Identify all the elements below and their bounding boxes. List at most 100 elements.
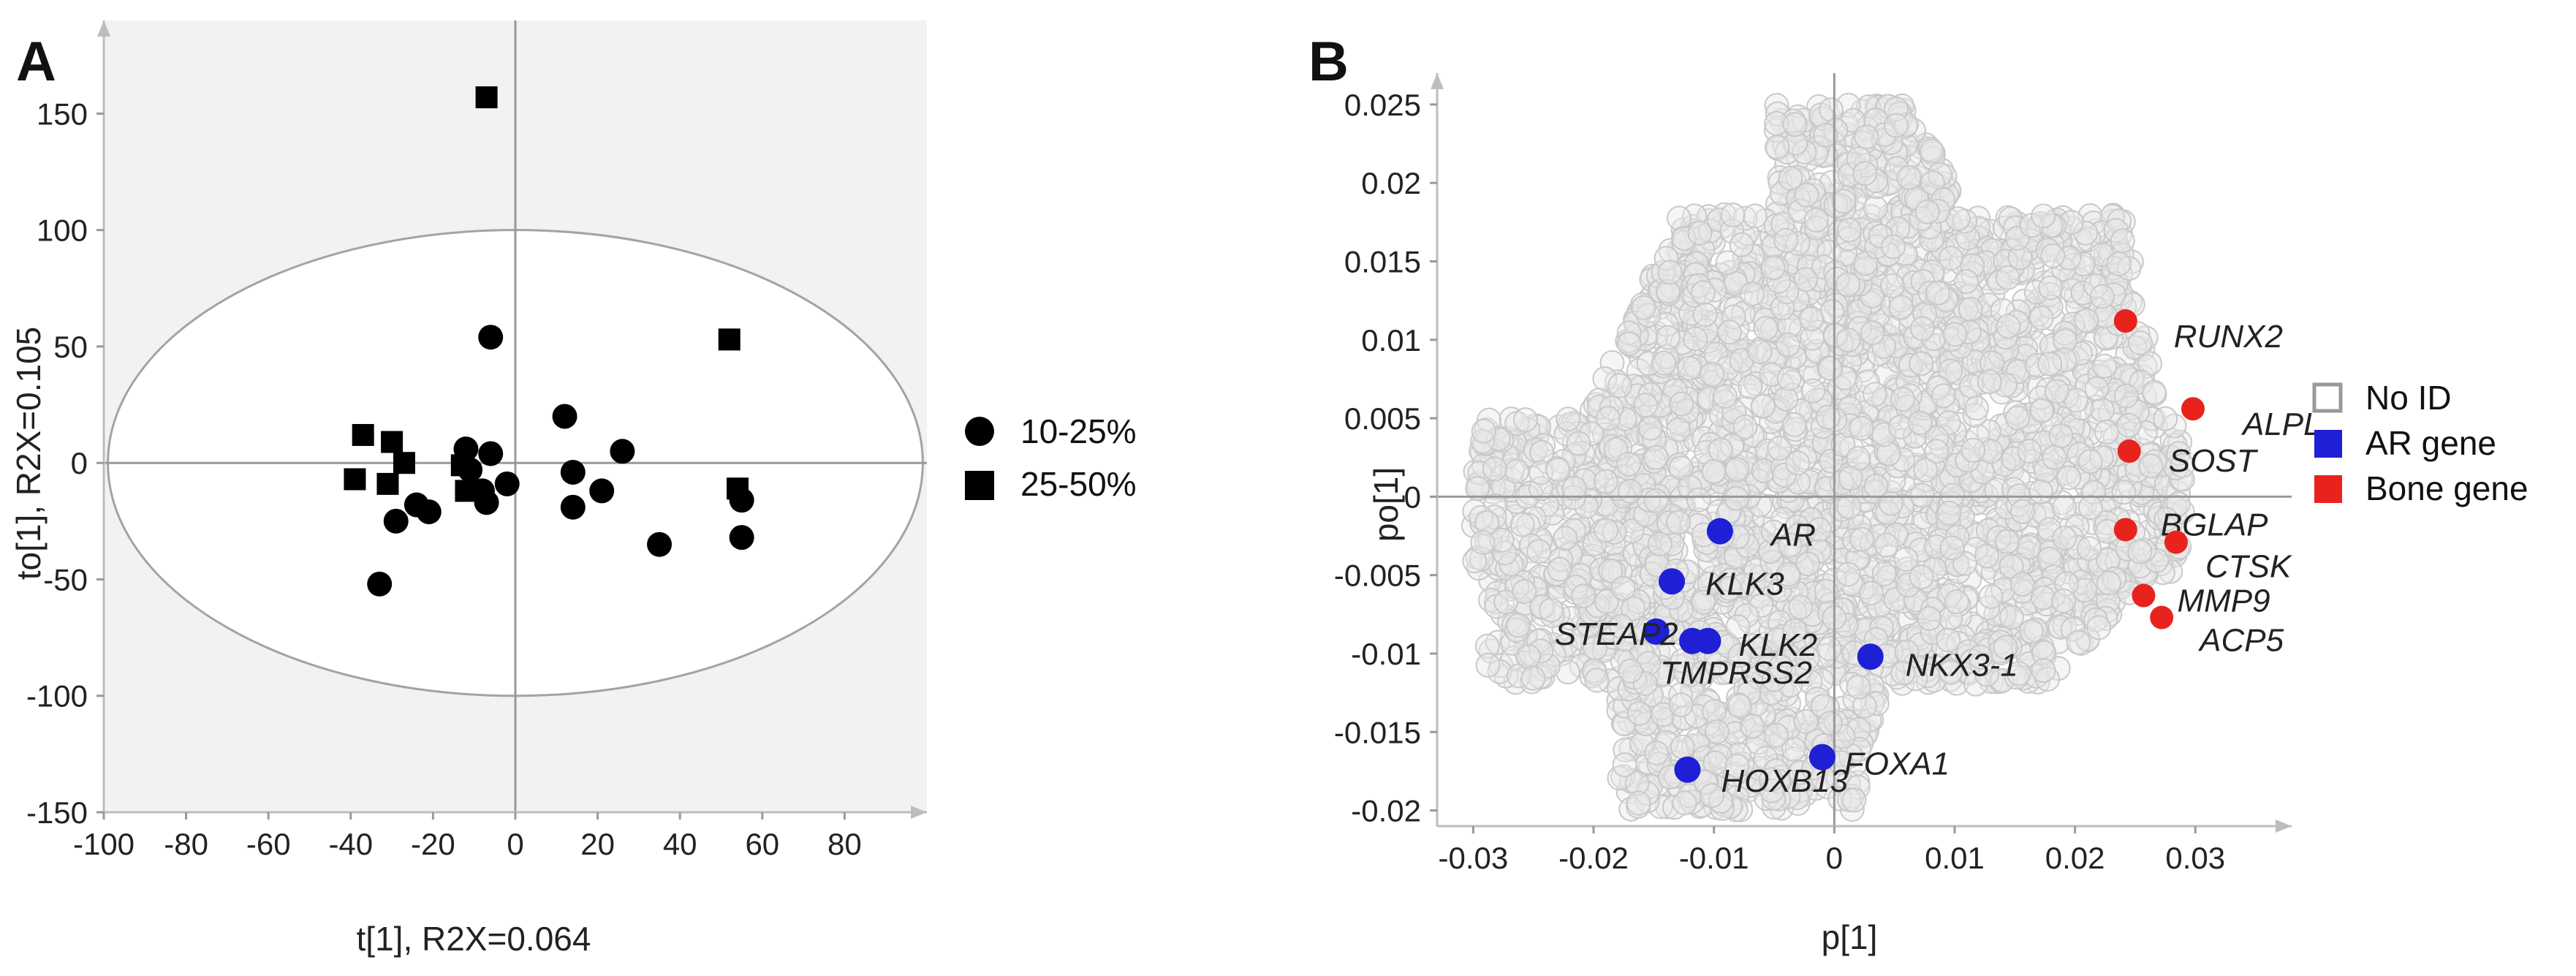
- point-10-25: [729, 525, 754, 551]
- ar-gene-point: [1674, 756, 1701, 783]
- no-id-point: [1553, 526, 1578, 551]
- no-id-point: [1701, 458, 1727, 484]
- no-id-point: [1753, 316, 1778, 341]
- point-10-25: [494, 471, 520, 496]
- no-id-point: [1961, 437, 1986, 463]
- legend-square-marker: [965, 471, 994, 500]
- no-id-point: [1781, 412, 1807, 437]
- no-id-point: [1931, 383, 1956, 409]
- no-id-point: [1863, 195, 1888, 221]
- no-id-point: [1638, 415, 1663, 441]
- no-id-point: [1995, 265, 2020, 290]
- point-25-50: [475, 86, 498, 109]
- no-id-point: [2116, 412, 2142, 438]
- bone-gene-label: ACP5: [2197, 623, 2284, 659]
- no-id-point: [1936, 500, 1962, 526]
- y-tick-label: -0.02: [1351, 794, 1421, 828]
- x-tick-label: -40: [328, 827, 373, 861]
- x-tick-label: 60: [745, 827, 779, 861]
- no-id-point: [2044, 379, 2069, 404]
- no-id-point: [1770, 506, 1795, 531]
- y-tick-label: -100: [26, 679, 88, 714]
- point-10-25: [367, 571, 393, 597]
- x-tick-label: -80: [164, 827, 208, 861]
- legend-bone-gene-label: Bone gene: [2365, 469, 2528, 507]
- ar-gene-label: HOXB13: [1721, 763, 1848, 799]
- no-id-point: [2056, 465, 2082, 491]
- no-id-point: [1651, 350, 1677, 376]
- no-id-point: [1666, 417, 1692, 442]
- no-id-point: [2080, 211, 2106, 235]
- x-tick-label: 0.03: [2165, 841, 2225, 875]
- no-id-point: [1644, 741, 1670, 765]
- x-tick-label: 0.01: [1925, 841, 1985, 875]
- no-id-point: [1803, 208, 1829, 233]
- y-tick-label: 50: [53, 330, 88, 364]
- x-axis-arrow: [2276, 820, 2292, 833]
- no-id-point: [1612, 752, 1637, 778]
- bone-gene-label: SOST: [2169, 443, 2259, 479]
- no-id-point: [1819, 299, 1845, 325]
- point-25-50: [381, 431, 404, 453]
- no-id-point: [1964, 396, 1989, 421]
- ar-gene-label: STEAP2: [1555, 616, 1678, 652]
- no-id-point: [2038, 275, 2064, 300]
- no-id-point: [1740, 714, 1765, 739]
- no-id-point: [1852, 161, 1878, 186]
- no-id-point: [2016, 534, 2042, 560]
- no-id-point: [1854, 124, 1879, 150]
- no-id-point: [2074, 308, 2099, 333]
- no-id-point: [1765, 135, 1790, 160]
- no-id-point: [1978, 584, 2004, 609]
- x-tick-label: 0: [507, 827, 523, 861]
- no-id-point: [1513, 407, 1538, 433]
- legend-no-id-swatch: [2312, 382, 2343, 413]
- no-id-point: [2127, 330, 2153, 355]
- point-25-50: [455, 480, 477, 502]
- no-id-point: [2086, 615, 2112, 640]
- no-id-point: [2111, 480, 2137, 505]
- no-id-point: [1571, 583, 1596, 609]
- x-tick-label: 40: [663, 827, 697, 861]
- no-id-point: [2094, 419, 2119, 445]
- panel-b-x-axis-label: p[1]: [1822, 918, 1878, 956]
- panel-b-y-axis-label: po[1]: [1367, 467, 1405, 542]
- bone-gene-point: [2150, 605, 2174, 629]
- point-25-50: [393, 452, 415, 474]
- no-id-point: [1700, 361, 1725, 387]
- bone-gene-point: [2164, 530, 2188, 554]
- ar-gene-label: FOXA1: [1844, 746, 1950, 782]
- no-id-point: [1924, 439, 1950, 464]
- y-tick-label: 0.01: [1361, 323, 1421, 358]
- no-id-point: [1739, 281, 1765, 307]
- no-id-point: [1773, 386, 1798, 412]
- y-tick-label: 0.02: [1361, 166, 1421, 200]
- panel-a-x-axis-label: t[1], R2X=0.064: [357, 920, 591, 958]
- no-id-point: [1593, 469, 1618, 494]
- no-id-point: [1668, 692, 1694, 718]
- point-10-25: [383, 508, 409, 534]
- no-id-point: [1631, 295, 1656, 320]
- no-id-point: [2015, 591, 2040, 616]
- no-id-point: [1883, 113, 1909, 138]
- no-id-point: [2030, 585, 2056, 610]
- no-id-point: [2077, 449, 2103, 474]
- point-10-25: [478, 441, 504, 466]
- no-id-point: [1626, 700, 1652, 726]
- y-tick-label: -0.01: [1351, 637, 1421, 671]
- no-id-point: [1836, 561, 1861, 587]
- no-id-point: [1470, 529, 1496, 555]
- no-id-point: [2153, 406, 2178, 431]
- y-tick-label: -0.015: [1334, 715, 1421, 749]
- point-25-50: [344, 468, 366, 491]
- point-10-25: [416, 499, 442, 525]
- no-id-point: [1504, 458, 1529, 484]
- y-axis-arrow: [97, 20, 110, 37]
- no-id-point: [1471, 418, 1496, 444]
- no-id-point: [1610, 575, 1636, 601]
- x-tick-label: 80: [827, 827, 862, 861]
- no-id-point: [1909, 483, 1935, 508]
- ar-gene-label: AR: [1769, 518, 1816, 553]
- no-id-point: [2031, 658, 2056, 684]
- no-id-point: [1747, 339, 1773, 364]
